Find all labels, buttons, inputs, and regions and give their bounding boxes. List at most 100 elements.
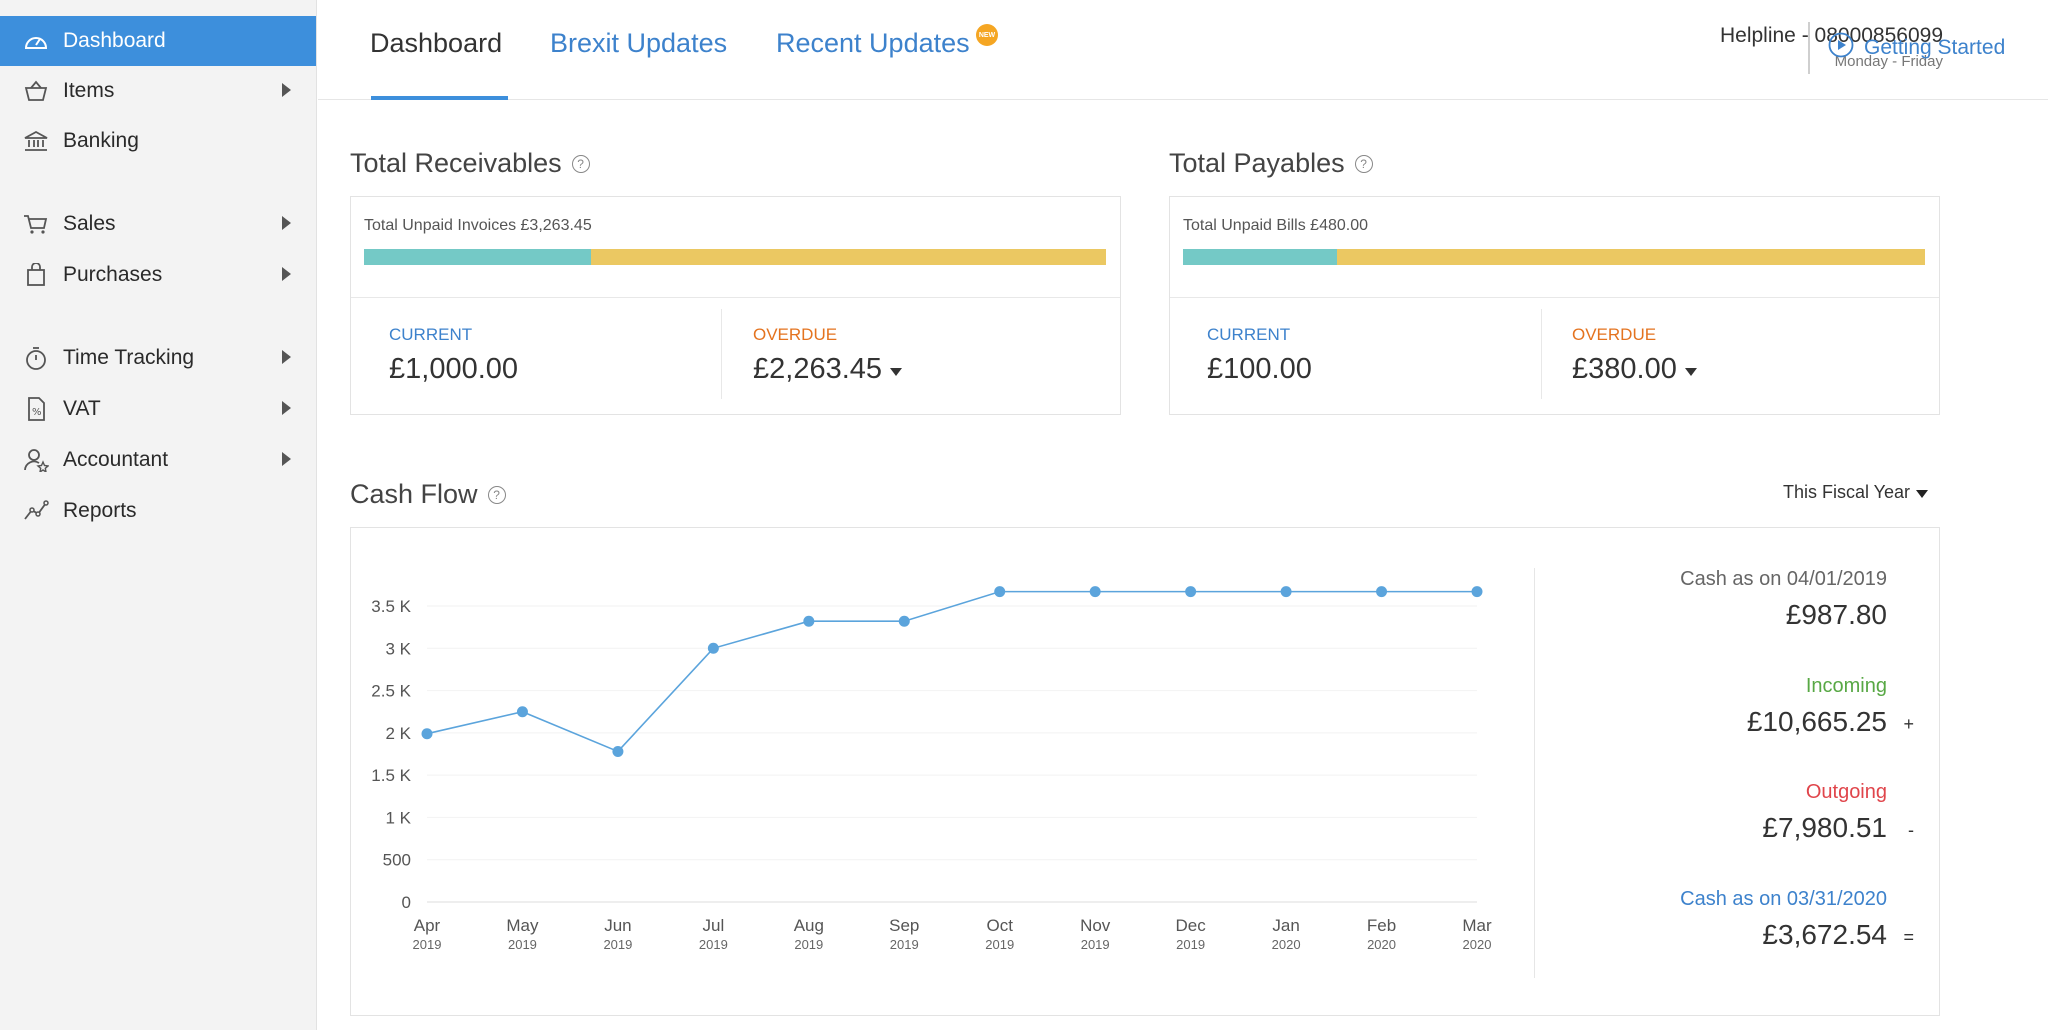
chevron-right-icon [282, 452, 291, 466]
x-tick-year: 2019 [890, 937, 919, 952]
chevron-right-icon [282, 216, 291, 230]
period-select[interactable]: This Fiscal Year [1783, 482, 1929, 503]
opening-value: £987.80 [1785, 599, 1887, 630]
x-tick-year: 2020 [1367, 937, 1396, 952]
helpline-hours: Monday - Friday [1834, 53, 1943, 70]
data-point [1376, 586, 1388, 598]
sidebar-item-label: Accountant [63, 448, 169, 471]
cashflow-chart: 0 500 1 K 1.5 K 2 K 2.5 K 3 K 3.5 K Apr 2019 May 20… [371, 586, 1492, 952]
outgoing-summary: Outgoing £7,980.51 [1762, 781, 1887, 844]
payables-card: Total Unpaid Bills £480.00 CURRENT £100.… [1169, 196, 1940, 415]
overdue-amount: £2,263.45 [753, 353, 883, 385]
receivables-card: Total Unpaid Invoices £3,263.45 CURRENT … [350, 196, 1121, 415]
x-tick-year: 2019 [1176, 937, 1205, 952]
sidebar-item-label: Time Tracking [63, 346, 195, 369]
chevron-right-icon [282, 401, 291, 415]
sidebar-item-label: Reports [63, 499, 137, 522]
plus-sign: + [1903, 714, 1914, 734]
line-chart-icon [22, 498, 50, 524]
sidebar-item-vat[interactable]: % VAT [0, 384, 316, 434]
current-label: CURRENT [389, 325, 473, 344]
x-tick-label: Sep [889, 916, 919, 935]
percent-document-icon: % [22, 396, 50, 422]
data-point [1280, 586, 1292, 598]
help-icon[interactable]: ? [571, 154, 590, 173]
cashflow-line [426, 590, 1477, 753]
help-icon[interactable]: ? [1354, 154, 1373, 173]
current-segment [1183, 249, 1338, 265]
tab-dashboard[interactable]: Dashboard [370, 28, 503, 58]
stopwatch-icon [22, 345, 50, 371]
cashflow-title: Cash Flow ? [350, 479, 506, 510]
sidebar-item-items[interactable]: Items [0, 66, 316, 116]
sidebar-item-label: Banking [63, 129, 139, 152]
sidebar-item-reports[interactable]: Reports [0, 486, 316, 536]
overdue-segment [1337, 249, 1925, 265]
equals-sign: = [1903, 927, 1914, 947]
sidebar-item-label: VAT [63, 397, 101, 420]
cart-icon [22, 211, 50, 237]
sidebar-item-purchases[interactable]: Purchases [0, 250, 316, 300]
top-nav: Dashboard Brexit Updates Recent Updates … [318, 0, 2048, 100]
nav-divider [1808, 22, 1810, 74]
sidebar-item-label: Sales [63, 212, 116, 235]
opening-balance: Cash as on 04/01/2019 £987.80 [1680, 568, 1887, 631]
getting-started-link[interactable]: Getting Started [1828, 32, 2005, 63]
opening-label: Cash as on 04/01/2019 [1680, 568, 1887, 590]
play-circle-icon [1828, 32, 1854, 63]
period-select-value: This Fiscal Year [1783, 482, 1911, 502]
sidebar-item-dashboard[interactable]: Dashboard [0, 16, 316, 66]
overdue-segment [591, 249, 1106, 265]
x-tick-label: Mar [1462, 916, 1492, 935]
x-tick-label: Apr [414, 916, 441, 935]
chevron-right-icon [282, 350, 291, 364]
basket-icon [22, 78, 50, 104]
x-tick-year: 2019 [699, 937, 728, 952]
x-tick-year: 2019 [1081, 937, 1110, 952]
sidebar-item-accountant[interactable]: Accountant [0, 435, 316, 485]
column-divider [721, 309, 722, 399]
card-divider [351, 297, 1120, 298]
x-tick-label: Nov [1080, 916, 1111, 935]
tab-brexit-updates[interactable]: Brexit Updates [550, 28, 728, 58]
tab-recent-updates[interactable]: Recent Updates [776, 28, 970, 58]
overdue-label: OVERDUE [1572, 325, 1657, 344]
overdue-label: OVERDUE [753, 325, 838, 344]
dashboard-icon [22, 28, 50, 54]
payables-title: Total Payables ? [1169, 148, 1373, 179]
chart-divider [1534, 568, 1535, 978]
data-point [898, 615, 910, 627]
overdue-dropdown[interactable]: £2,263.45 [753, 353, 903, 386]
x-tick-year: 2019 [603, 937, 632, 952]
y-tick-label: 1 K [385, 808, 411, 827]
data-point [516, 706, 528, 718]
receivables-title-text: Total Receivables [350, 148, 562, 178]
overdue-dropdown[interactable]: £380.00 [1572, 353, 1697, 386]
sidebar-item-banking[interactable]: Banking [0, 116, 316, 166]
help-icon[interactable]: ? [487, 485, 506, 504]
column-divider [1541, 309, 1542, 399]
data-point [803, 615, 815, 627]
caret-down-icon [890, 367, 903, 376]
receivables-bar [364, 249, 1106, 265]
minus-sign: - [1908, 820, 1914, 840]
x-tick-label: Feb [1367, 916, 1396, 935]
sidebar-item-label: Items [63, 79, 115, 102]
sidebar-item-time-tracking[interactable]: Time Tracking [0, 333, 316, 383]
overdue-amount: £380.00 [1572, 353, 1677, 385]
x-tick-year: 2019 [794, 937, 823, 952]
x-tick-label: Jul [702, 916, 724, 935]
chevron-right-icon [282, 83, 291, 97]
helpline: Helpline - 08000856099 [1719, 24, 1943, 47]
x-tick-label: Oct [987, 916, 1014, 935]
x-tick-year: 2019 [508, 937, 537, 952]
sidebar-item-sales[interactable]: Sales [0, 199, 316, 249]
card-divider [1170, 297, 1939, 298]
x-tick-label: May [506, 916, 539, 935]
x-tick-label: Jun [604, 916, 631, 935]
y-tick-label: 3.5 K [371, 597, 411, 616]
user-star-icon [22, 447, 50, 473]
payables-title-text: Total Payables [1169, 148, 1345, 178]
caret-down-icon [1684, 367, 1697, 376]
cashflow-card: 0 500 1 K 1.5 K 2 K 2.5 K 3 K 3.5 K Apr 2019 May 20… [350, 527, 1940, 1016]
